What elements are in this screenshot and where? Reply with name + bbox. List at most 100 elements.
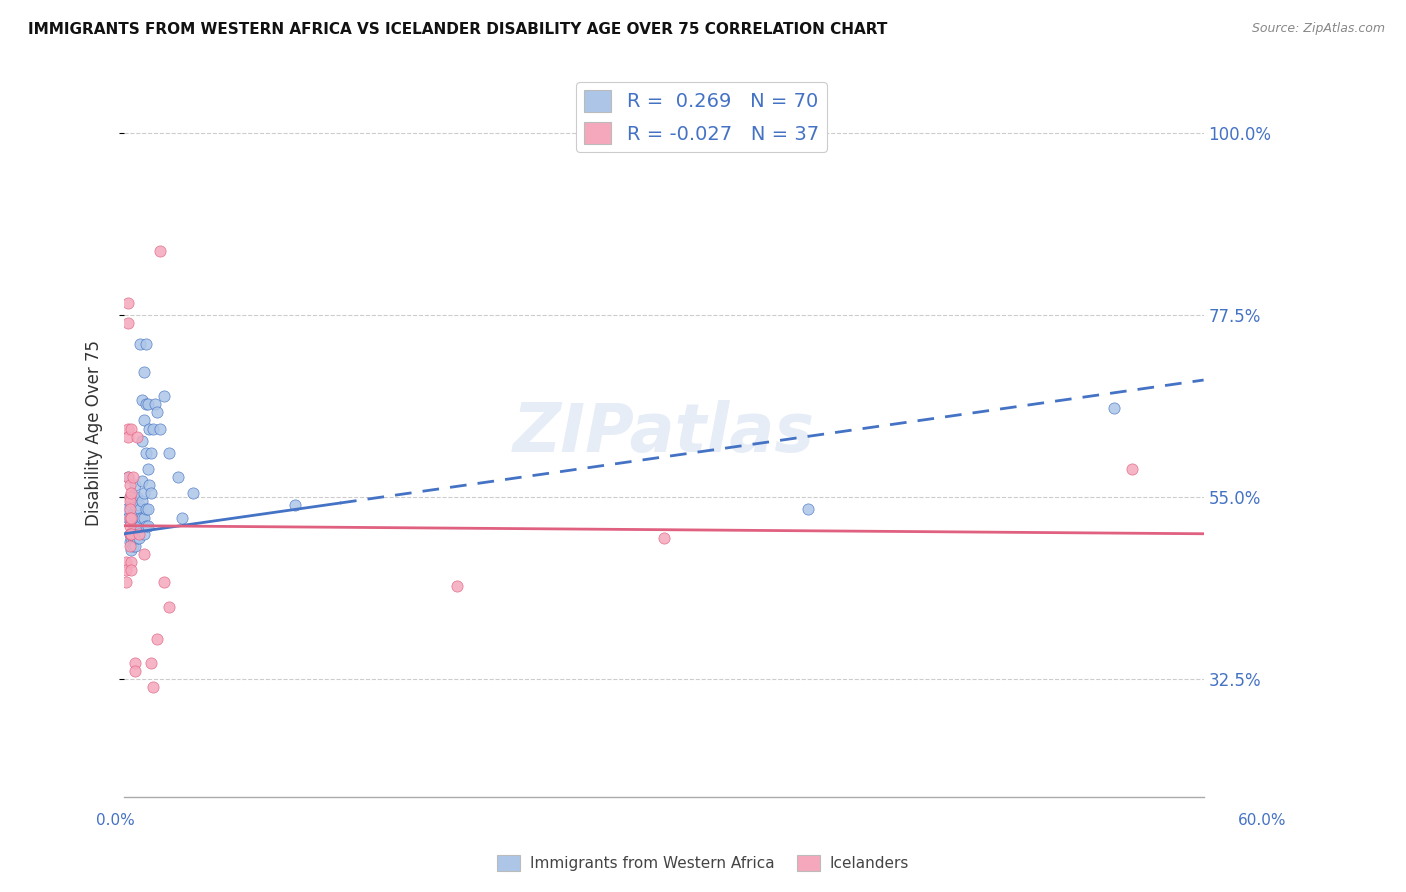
Point: [117, 470, 139, 484]
Point: [124, 665, 146, 679]
Point: [131, 434, 153, 448]
Point: [167, 470, 190, 484]
Point: [446, 579, 468, 593]
Point: [118, 502, 141, 516]
Point: [118, 491, 141, 505]
Point: [157, 599, 180, 614]
Point: [128, 531, 150, 545]
Point: [132, 413, 155, 427]
Point: [142, 681, 165, 695]
Point: [124, 657, 146, 671]
Point: [128, 515, 150, 529]
Point: [122, 470, 145, 484]
Point: [135, 446, 157, 460]
Point: [143, 397, 166, 411]
Point: [125, 507, 148, 521]
Point: [118, 526, 141, 541]
Point: [117, 510, 139, 524]
Point: [125, 430, 148, 444]
Point: [120, 515, 142, 529]
Point: [117, 421, 139, 435]
Point: [1121, 462, 1143, 476]
Point: [118, 518, 141, 533]
Point: [124, 499, 146, 513]
Point: [117, 317, 139, 331]
Point: [124, 539, 146, 553]
Point: [129, 518, 152, 533]
Point: [120, 510, 142, 524]
Point: [115, 502, 138, 516]
Point: [284, 499, 307, 513]
Point: [120, 486, 142, 500]
Point: [131, 474, 153, 488]
Point: [139, 446, 162, 460]
Point: [135, 336, 157, 351]
Point: [181, 486, 204, 500]
Point: [117, 430, 139, 444]
Point: [149, 421, 172, 435]
Point: [124, 523, 146, 537]
Point: [122, 539, 145, 553]
Text: 0.0%: 0.0%: [96, 814, 135, 828]
Point: [170, 510, 193, 524]
Point: [124, 515, 146, 529]
Point: [131, 510, 153, 524]
Point: [157, 446, 180, 460]
Point: [136, 462, 159, 476]
Point: [120, 563, 142, 577]
Point: [122, 507, 145, 521]
Point: [1102, 401, 1125, 416]
Point: [132, 510, 155, 524]
Point: [129, 336, 152, 351]
Legend: R =  0.269   N = 70, R = -0.027   N = 37: R = 0.269 N = 70, R = -0.027 N = 37: [576, 82, 827, 152]
Point: [125, 491, 148, 505]
Point: [129, 510, 152, 524]
Point: [115, 563, 138, 577]
Text: ZIPatlas: ZIPatlas: [513, 400, 815, 466]
Point: [135, 397, 157, 411]
Point: [139, 486, 162, 500]
Point: [131, 393, 153, 408]
Point: [120, 421, 142, 435]
Point: [138, 478, 160, 492]
Point: [128, 499, 150, 513]
Point: [118, 494, 141, 508]
Point: [122, 491, 145, 505]
Point: [124, 478, 146, 492]
Point: [118, 478, 141, 492]
Point: [135, 518, 157, 533]
Point: [118, 526, 141, 541]
Point: [120, 543, 142, 558]
Point: [125, 515, 148, 529]
Point: [132, 526, 155, 541]
Point: [149, 244, 172, 258]
Point: [132, 365, 155, 379]
Point: [152, 575, 174, 590]
Point: [145, 632, 167, 646]
Point: [115, 555, 138, 569]
Point: [136, 518, 159, 533]
Legend: Immigrants from Western Africa, Icelanders: Immigrants from Western Africa, Icelande…: [491, 849, 915, 877]
Point: [117, 470, 139, 484]
Point: [152, 389, 174, 403]
Point: [652, 531, 675, 545]
Point: [129, 502, 152, 516]
Point: [120, 531, 142, 545]
Point: [118, 539, 141, 553]
Point: [135, 502, 157, 516]
Point: [132, 547, 155, 561]
Point: [125, 523, 148, 537]
Text: Source: ZipAtlas.com: Source: ZipAtlas.com: [1251, 22, 1385, 36]
Point: [120, 526, 142, 541]
Point: [138, 421, 160, 435]
Point: [136, 397, 159, 411]
Point: [139, 657, 162, 671]
Point: [132, 486, 155, 500]
Text: 60.0%: 60.0%: [1239, 814, 1286, 828]
Point: [131, 494, 153, 508]
Point: [118, 510, 141, 524]
Point: [142, 421, 165, 435]
Y-axis label: Disability Age Over 75: Disability Age Over 75: [86, 340, 103, 525]
Text: IMMIGRANTS FROM WESTERN AFRICA VS ICELANDER DISABILITY AGE OVER 75 CORRELATION C: IMMIGRANTS FROM WESTERN AFRICA VS ICELAN…: [28, 22, 887, 37]
Point: [117, 296, 139, 310]
